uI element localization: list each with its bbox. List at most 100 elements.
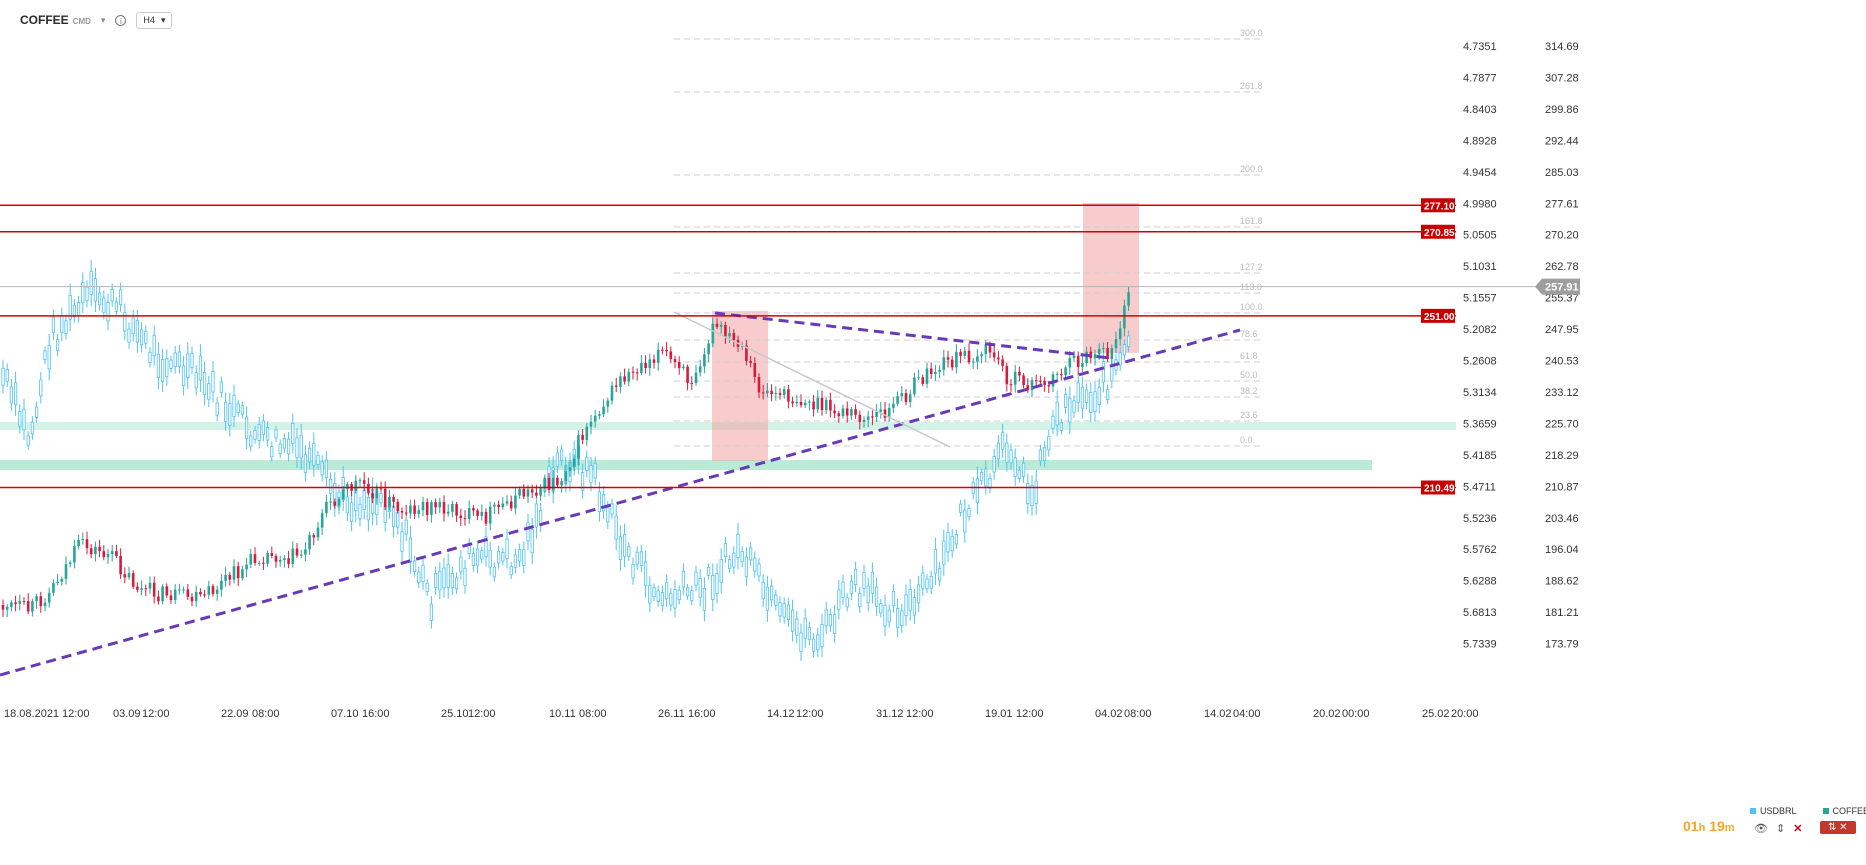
- usdbrl-body: [837, 589, 841, 610]
- usdbrl-body: [127, 328, 131, 343]
- usdbrl-body: [102, 297, 106, 313]
- usdbrl-body: [694, 571, 698, 586]
- usdbrl-body: [824, 609, 828, 627]
- coffee-candle: [715, 323, 719, 327]
- info-icon[interactable]: i: [115, 14, 127, 26]
- usdbrl-body: [5, 368, 9, 382]
- coffee-candle: [1, 605, 5, 610]
- usdbrl-body: [879, 603, 883, 614]
- inner-axis-tick: 5.6288: [1463, 576, 1497, 588]
- x-axis-tick: 03.09: [113, 708, 141, 720]
- coffee-candle: [287, 558, 290, 564]
- coffee-candle: [220, 580, 223, 590]
- coffee-candle: [673, 359, 677, 363]
- usdbrl-body: [47, 345, 51, 370]
- inner-axis-tick: 4.9980: [1463, 198, 1497, 210]
- coffee-candle: [203, 594, 206, 596]
- usdbrl-body: [723, 543, 728, 558]
- coffee-candle: [341, 489, 345, 499]
- symbol-dropdown-icon[interactable]: ▾: [100, 14, 106, 25]
- coffee-candle: [778, 393, 782, 395]
- coffee-candle: [942, 357, 946, 370]
- usdbrl-body: [593, 463, 597, 479]
- coffee-candle: [841, 408, 845, 417]
- coffee-candle: [1039, 380, 1042, 382]
- close-icon[interactable]: ✕: [1793, 823, 1803, 835]
- right-axis-tick: 233.12: [1545, 387, 1579, 399]
- coffee-candle: [963, 350, 967, 356]
- inner-axis-tick: 5.2082: [1463, 324, 1497, 336]
- coffee-candle: [270, 553, 274, 556]
- inner-axis-tick: 4.8403: [1463, 104, 1497, 116]
- usdbrl-body: [123, 312, 127, 332]
- usdbrl-body: [253, 430, 257, 440]
- coffee-candle: [1064, 367, 1067, 376]
- usdbrl-body: [765, 586, 770, 611]
- coffee-candle: [417, 510, 421, 514]
- coffee-candle: [1110, 348, 1114, 360]
- coffee-candle: [262, 562, 265, 564]
- usdbrl-body: [1009, 449, 1013, 464]
- usdbrl-body: [366, 496, 371, 521]
- usdbrl-body: [1013, 457, 1017, 477]
- usdbrl-body: [509, 565, 513, 576]
- coffee-candle: [106, 553, 110, 558]
- coffee-candle: [371, 493, 374, 499]
- coffee-candle: [577, 435, 580, 459]
- coffee-candle: [232, 566, 236, 580]
- coffee-candle: [94, 546, 97, 555]
- eye-icon[interactable]: 👁: [1754, 823, 1768, 835]
- usdbrl-body: [929, 576, 933, 589]
- series-controls-badge[interactable]: ⇅ ✕: [1820, 821, 1856, 834]
- coffee-candle: [224, 574, 227, 581]
- coffee-candle: [1076, 355, 1080, 367]
- usdbrl-body: [623, 534, 627, 557]
- coffee-candle: [253, 554, 257, 563]
- usdbrl-body: [240, 405, 244, 415]
- coffee-candle: [887, 407, 891, 418]
- usdbrl-body: [1085, 389, 1089, 404]
- usdbrl-body: [244, 416, 249, 439]
- coffee-candle: [5, 606, 9, 610]
- usdbrl-body: [295, 437, 299, 459]
- sort-icon[interactable]: ⇕: [1775, 823, 1786, 835]
- coffee-candle: [997, 357, 1000, 360]
- usdbrl-body: [740, 551, 744, 563]
- usdbrl-body: [442, 567, 446, 589]
- usdbrl-body: [627, 546, 631, 557]
- right-axis-tick: 181.21: [1545, 607, 1579, 619]
- x-axis-tick: 12:00: [468, 708, 496, 720]
- usdbrl-body: [400, 531, 404, 552]
- price-level-label: 210.49: [1424, 484, 1455, 495]
- inner-axis-tick: 4.7351: [1463, 41, 1497, 53]
- usdbrl-body: [1118, 352, 1122, 366]
- usdbrl-body: [908, 589, 912, 611]
- coffee-candle: [984, 344, 988, 355]
- x-axis-tick: 04:00: [1233, 708, 1261, 720]
- coffee-candle: [581, 435, 584, 440]
- symbol-name[interactable]: COFFEE CMD: [20, 13, 91, 27]
- coffee-candle: [619, 376, 622, 387]
- usdbrl-body: [1089, 391, 1093, 413]
- usdbrl-body: [988, 477, 992, 489]
- coffee-candle: [333, 501, 337, 506]
- usdbrl-body: [996, 442, 1001, 460]
- coffee-candle: [896, 396, 899, 404]
- usdbrl-body: [291, 423, 295, 444]
- coffee-candle: [925, 368, 929, 384]
- coffee-candle: [648, 359, 652, 368]
- timeframe-select[interactable]: H4 ▾: [136, 11, 173, 29]
- usdbrl-body: [328, 479, 333, 494]
- usdbrl-body: [316, 455, 320, 465]
- usdbrl-body: [1076, 382, 1080, 403]
- coffee-candle: [547, 477, 551, 490]
- inner-axis-tick: 4.8928: [1463, 135, 1497, 147]
- coffee-candle: [173, 589, 177, 601]
- usdbrl-body: [849, 580, 854, 595]
- coffee-candle: [89, 548, 93, 555]
- x-axis-tick: 19.01: [985, 708, 1013, 720]
- coffee-candle: [169, 595, 173, 601]
- right-axis-tick: 292.44: [1545, 135, 1579, 147]
- usdbrl-body: [219, 381, 223, 393]
